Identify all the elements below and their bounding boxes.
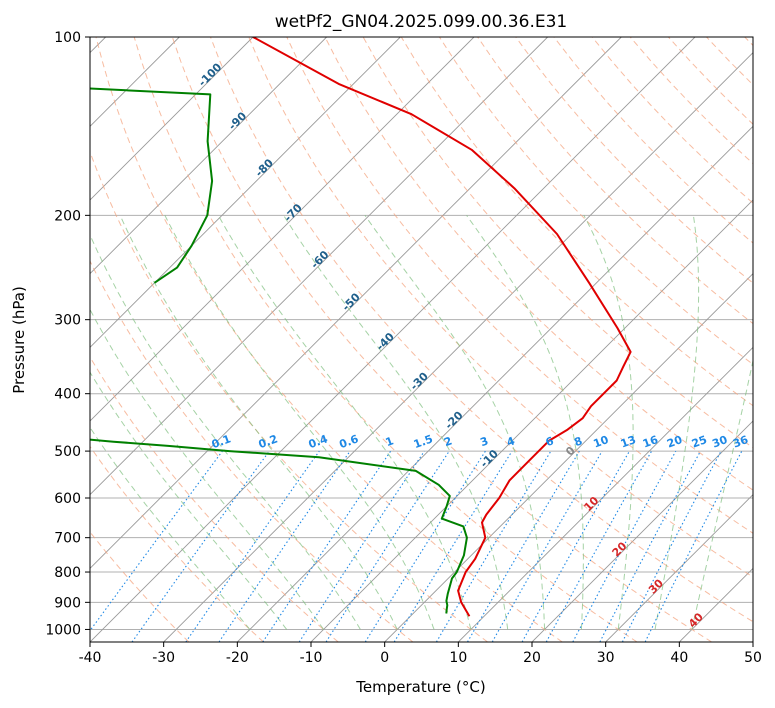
mixing-ratio-line (521, 450, 630, 642)
x-tick-label: -40 (79, 650, 102, 666)
mixing-ratio-label: 3 (478, 434, 490, 449)
isotherm-line (90, 37, 327, 275)
mixing-ratio-line (572, 450, 677, 642)
axes: -40 -30 -20 -10 0 10 20 30 40 5010020030040050060… (45, 30, 762, 666)
isotherm-line (90, 37, 401, 348)
x-tick-label: 20 (523, 650, 541, 666)
isotherm-line (90, 37, 254, 201)
y-tick-label: 700 (54, 531, 81, 547)
mixing-ratio-line (325, 450, 450, 642)
moist-adiabat-line (90, 233, 361, 630)
x-tick-label: -10 (300, 650, 323, 666)
temperature-profile-line (252, 37, 632, 617)
mixing-ratio-label: 1 (384, 434, 396, 449)
x-tick-label: 0 (380, 650, 389, 666)
mixing-ratio-line (644, 450, 743, 642)
y-tick-label: 1000 (45, 622, 81, 638)
moist-adiabat-line (654, 215, 700, 630)
isotherm-line (90, 37, 548, 496)
mixing-ratio-label: 30 (710, 433, 729, 451)
mixing-ratio-label: 16 (641, 433, 660, 451)
mixing-ratio-line (218, 450, 351, 642)
moist-adiabat-line (283, 215, 509, 630)
mixing-ratio-label: 0.4 (307, 432, 330, 451)
y-tick-label: 900 (54, 595, 81, 611)
isotherm-line (605, 494, 753, 642)
dewpoint-upper-profile-line (90, 87, 214, 284)
mixing-ratio-label: 4 (505, 434, 517, 449)
moist-adiabat-line (90, 371, 288, 630)
moist-adiabat-line (364, 215, 546, 630)
mixing-ratio-line (298, 450, 425, 642)
mixing-ratio-label: 20 (665, 433, 684, 451)
mixing-ratio-label: 25 (690, 433, 709, 450)
mixing-ratio-line (185, 450, 320, 642)
mixing-ratio-label: 0.2 (257, 432, 280, 451)
mixing-ratio-line (393, 450, 513, 642)
isotherm-line (90, 37, 696, 642)
y-tick-label: 100 (54, 30, 81, 46)
y-tick-label: 800 (54, 565, 81, 581)
y-tick-label: 500 (54, 444, 81, 460)
y-tick-label: 400 (54, 387, 81, 403)
x-tick-label: -20 (226, 650, 249, 666)
mixing-ratio-label: 2 (442, 434, 454, 449)
dry-adiabat-line (248, 37, 753, 578)
y-tick-label: 200 (54, 208, 81, 224)
mixing-ratio-line (262, 450, 392, 642)
mixing-ratio-label: 0.6 (338, 432, 361, 451)
y-tick-label: 300 (54, 313, 81, 329)
dry-adiabat-line (90, 356, 339, 642)
y-axis-label: Pressure (hPa) (10, 286, 28, 394)
x-tick-label: 40 (670, 650, 688, 666)
mixing-ratio-label: 8 (572, 434, 584, 449)
isotherm-line (237, 125, 753, 642)
dry-adiabat-line (90, 445, 264, 642)
plot-frame (89, 36, 754, 643)
isotherm-line (531, 420, 753, 642)
moist-adiabat-line (217, 215, 472, 630)
dry-adiabat-line (286, 37, 753, 534)
dewpoint-profile-line (90, 438, 468, 614)
moist-adiabat-line (119, 215, 398, 630)
mixing-ratio-label: 13 (619, 433, 638, 450)
moist-adiabat-line (164, 215, 435, 630)
mixing-ratio-label: 36 (731, 433, 750, 451)
x-tick-label: 50 (744, 650, 762, 666)
dry-adiabat-line (324, 37, 753, 491)
isotherm-line (163, 52, 753, 642)
x-tick-label: 10 (449, 650, 467, 666)
dry-adiabat-line (171, 37, 712, 642)
background-lines (90, 37, 753, 642)
mixing-ratio-label: 10 (592, 433, 611, 451)
moist-adiabat-line (691, 358, 753, 630)
isotherm-line (458, 346, 753, 642)
moist-adiabat-line (90, 308, 324, 630)
isotherm-line (384, 273, 753, 642)
mixing-ratio-line (131, 450, 270, 642)
dry-adiabat-line (515, 37, 753, 284)
dry-adiabat-line (95, 37, 563, 642)
x-tick-label: 30 (597, 650, 615, 666)
dry-adiabat-line (210, 37, 753, 623)
y-tick-label: 600 (54, 491, 81, 507)
moist-adiabat-line (90, 426, 251, 630)
dry-adiabat-line (133, 37, 638, 642)
isotherm-line (90, 37, 622, 569)
dry-adiabat-line (90, 259, 414, 642)
mixing-ratio-label: 1.5 (412, 432, 435, 451)
mixing-ratio-label: 0.1 (210, 432, 233, 451)
chart-title: wetPf2_GN04.2025.099.00.36.E31 (275, 12, 567, 32)
x-axis-label: Temperature (°C) (355, 678, 485, 696)
isotherm-line (90, 37, 475, 422)
x-tick-label: -30 (152, 650, 175, 666)
data-lines (90, 37, 632, 617)
mixing-ratio-line (90, 450, 223, 632)
mixing-ratio-line (545, 450, 653, 642)
moist-adiabat-line (466, 215, 584, 630)
mixing-ratio-label: 6 (544, 434, 556, 449)
